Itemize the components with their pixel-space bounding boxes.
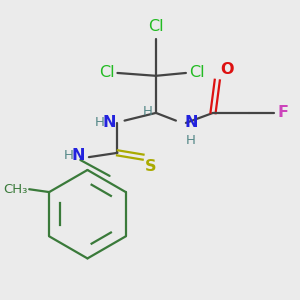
Text: O: O (220, 62, 234, 77)
Text: F: F (277, 105, 288, 120)
Text: CH₃: CH₃ (3, 183, 28, 196)
Text: Cl: Cl (189, 65, 204, 80)
Text: Cl: Cl (148, 20, 164, 34)
Text: H: H (63, 149, 73, 162)
Text: H: H (143, 105, 153, 118)
Text: N: N (71, 148, 85, 163)
Text: S: S (145, 159, 156, 174)
Text: N: N (184, 116, 198, 130)
Text: Cl: Cl (99, 65, 115, 80)
Text: H: H (95, 116, 105, 128)
Text: N: N (103, 116, 116, 130)
Text: H: H (185, 134, 195, 147)
